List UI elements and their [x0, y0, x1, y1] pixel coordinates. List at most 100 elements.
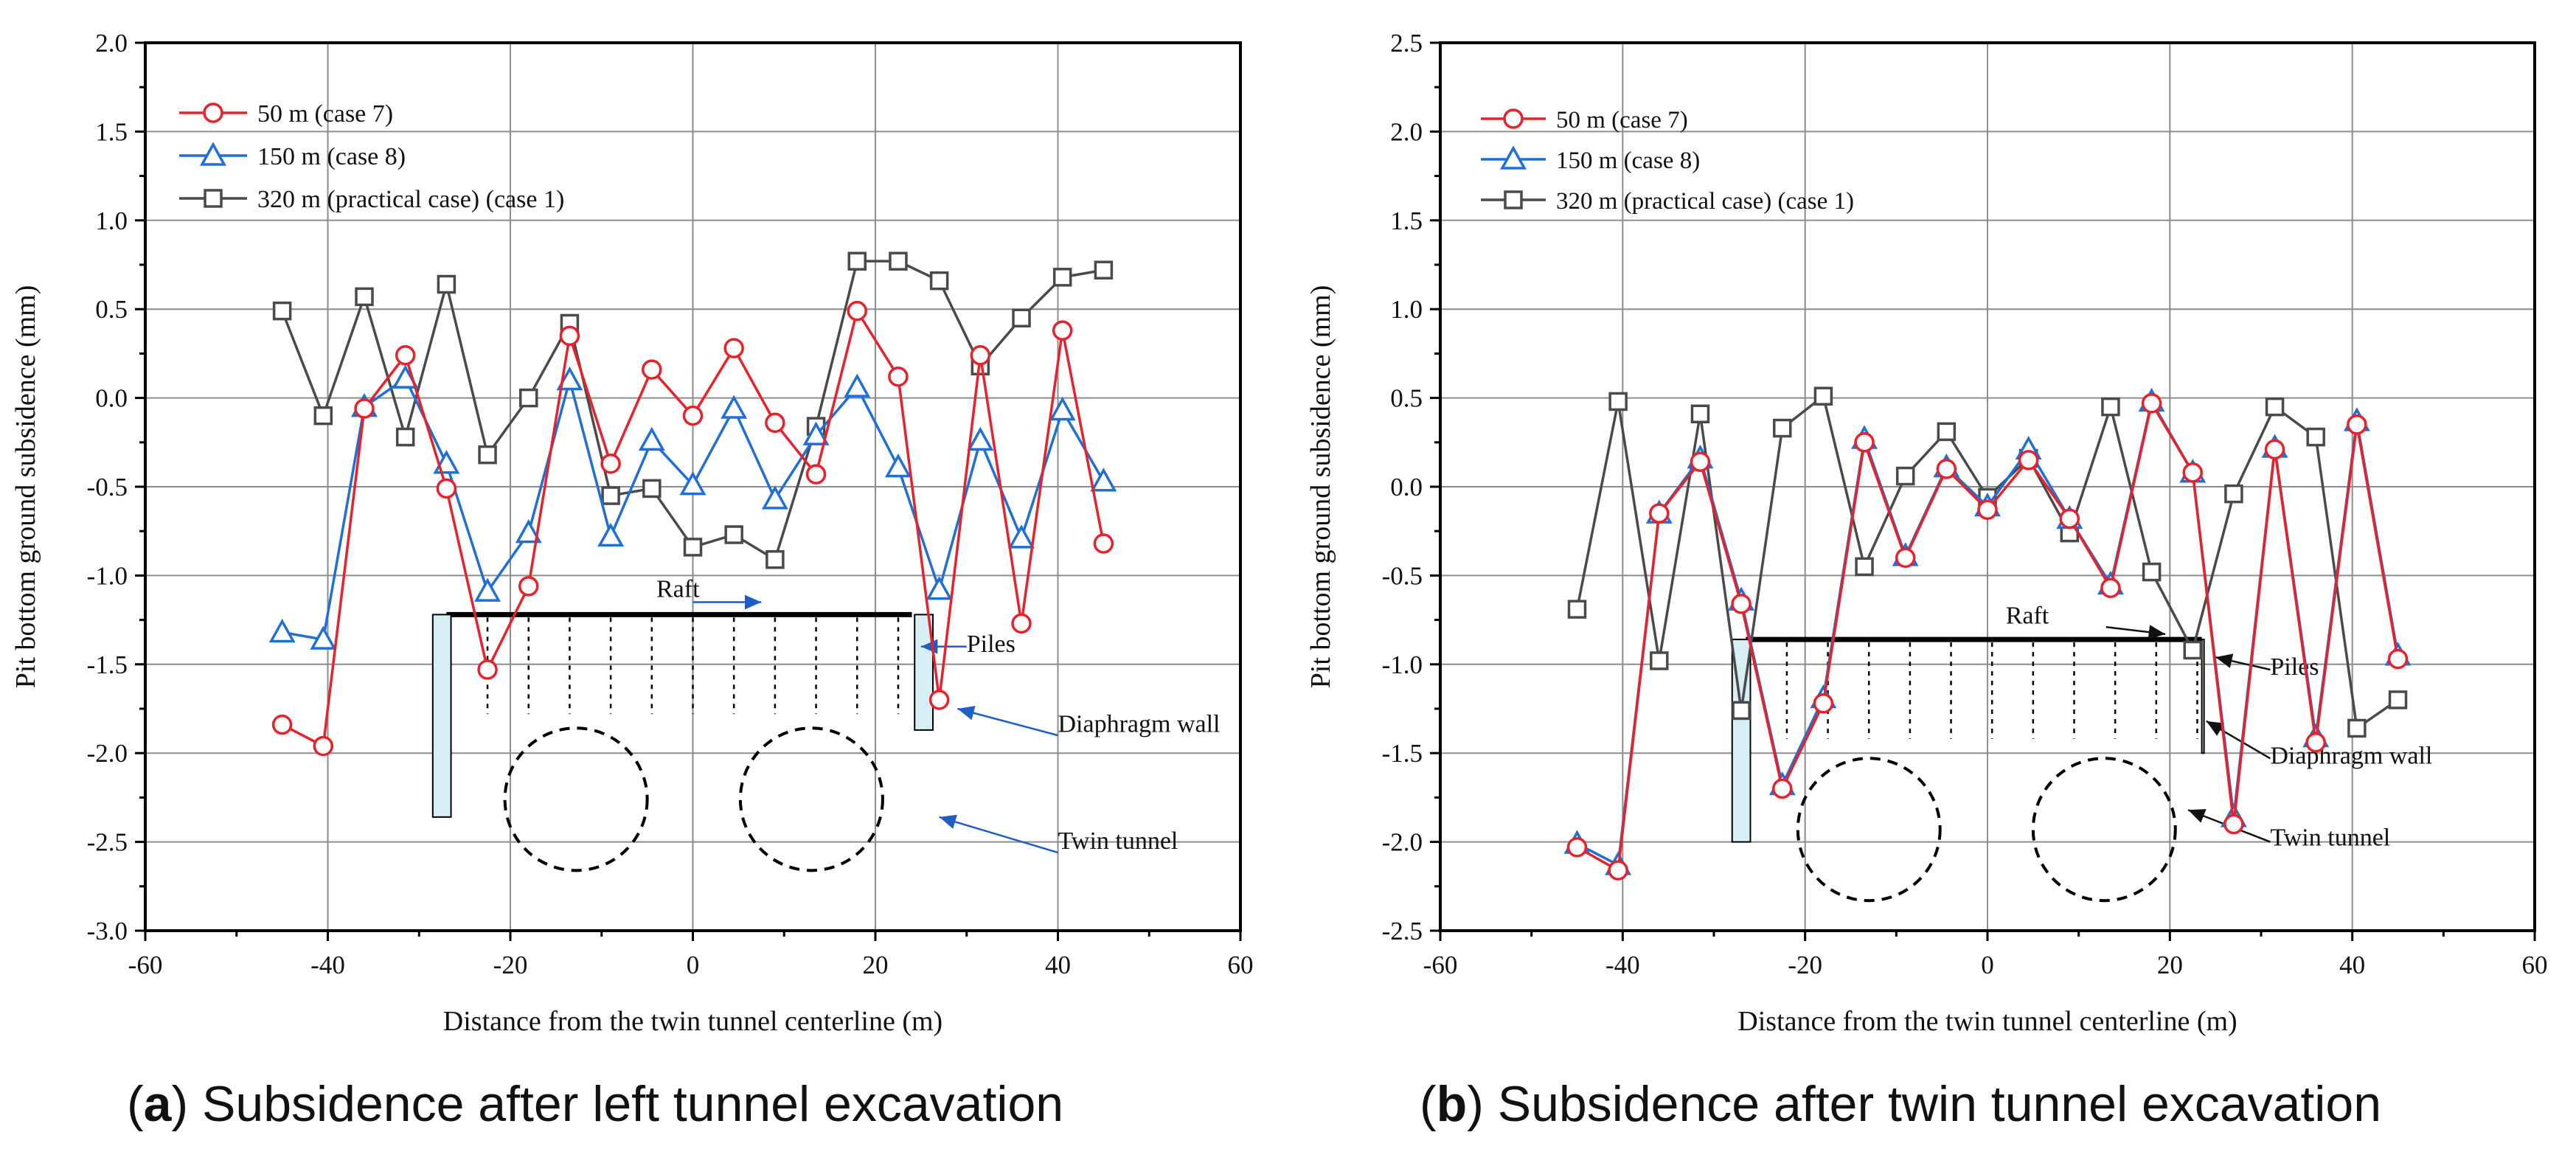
- series-circle-1: [271, 300, 1114, 757]
- data-point-square: [642, 479, 662, 499]
- y-tick-label: -1.0: [1382, 650, 1423, 679]
- data-point-triangle: [926, 576, 953, 600]
- tunnel-label: Twin tunnel: [2270, 824, 2390, 851]
- x-tick-label: 60: [1228, 951, 1254, 979]
- data-point-circle: [2347, 414, 2367, 435]
- legend-label: 150 m (case 8): [1556, 147, 1700, 174]
- caption-letter: b: [1437, 1076, 1468, 1132]
- x-tick-label: -40: [310, 951, 345, 979]
- data-point-circle: [2018, 450, 2039, 471]
- y-tick-label: -2.0: [87, 739, 128, 768]
- data-point-circle: [970, 345, 991, 366]
- y-tick-label: -0.5: [1382, 561, 1423, 590]
- data-point-square: [2347, 718, 2367, 738]
- data-point-square: [1567, 600, 1587, 619]
- ticks: -60 -40 -20 0 20 40 60 -3.0 -2.5 -2.0 -1.5 -1.0 -0.5…: [87, 29, 1254, 979]
- data-point-square: [1094, 260, 1114, 280]
- legend-item-2: 150 m (case 8): [179, 142, 406, 170]
- figure-caption-b: (b) Subsidence after twin tunnel excavat…: [1420, 1076, 2381, 1132]
- data-point-square: [1855, 557, 1874, 577]
- data-point-circle: [2223, 813, 2244, 835]
- annotations: Raft Piles Diaphragm wall Twin tunnel: [656, 575, 1221, 855]
- legend-item-1: 50 m (case 7): [179, 100, 393, 128]
- data-point-triangle: [844, 373, 871, 397]
- caption-text: Subsidence after left tunnel excavation: [188, 1076, 1063, 1132]
- series-square-3: [272, 251, 1114, 569]
- piles-label: Piles: [967, 631, 1016, 658]
- x-axis-label: Distance from the twin tunnel centerline…: [1737, 1006, 2237, 1037]
- tunnel-circle-2: [738, 726, 884, 872]
- legend: 50 m (case 7) 150 m (case 8) 320 m (practi…: [179, 100, 564, 213]
- y-tick-label: 1.5: [95, 117, 128, 146]
- raft-arrow: [2105, 625, 2166, 640]
- data-point-square: [395, 427, 415, 447]
- y-tick-label: 0.0: [1390, 473, 1423, 501]
- data-point-circle: [2387, 648, 2409, 670]
- data-point-square: [272, 301, 292, 321]
- data-point-triangle: [884, 453, 912, 478]
- caption-paren-close: ): [1467, 1076, 1484, 1132]
- piles-label: Piles: [2270, 653, 2319, 681]
- x-tick-label: -20: [493, 951, 528, 979]
- y-tick-label: -2.0: [1382, 828, 1423, 857]
- y-tick-label: 0.0: [95, 384, 128, 413]
- data-point-square: [1052, 268, 1072, 287]
- series-circle-1: [1566, 393, 2409, 881]
- legend-item-2: 150 m (case 8): [1481, 145, 1700, 174]
- wall-label: Diaphragm wall: [1058, 710, 1221, 737]
- data-point-square: [519, 388, 538, 408]
- y-tick-label: 2.5: [1390, 29, 1423, 58]
- legend-item-1: 50 m (case 7): [1481, 107, 1688, 133]
- data-point-square: [683, 538, 703, 557]
- x-tick-label: -60: [128, 951, 163, 979]
- data-point-circle: [271, 714, 293, 735]
- caption-letter: a: [144, 1076, 173, 1132]
- figure-caption-a: (a) Subsidence after left tunnel excavat…: [127, 1076, 1063, 1132]
- data-point-circle: [2059, 508, 2080, 530]
- series-triangle-2: [268, 364, 1117, 650]
- data-point-square: [1012, 308, 1031, 327]
- data-point-triangle: [802, 421, 830, 445]
- data-point-triangle: [310, 625, 337, 650]
- data-point-triangle: [200, 142, 226, 166]
- data-point-circle: [1052, 320, 1073, 341]
- data-point-square: [1504, 190, 1523, 209]
- y-tick-label: -1.5: [87, 650, 128, 679]
- data-point-circle: [723, 338, 744, 358]
- data-point-square: [1895, 466, 1915, 486]
- data-point-circle: [765, 412, 785, 434]
- data-point-circle: [2100, 577, 2121, 599]
- y-tick-label: -0.5: [87, 473, 128, 501]
- data-point-triangle: [1090, 468, 1117, 492]
- data-point-square: [847, 251, 867, 271]
- data-point-square: [2224, 484, 2243, 504]
- data-point-square: [2142, 562, 2162, 582]
- data-point-square: [437, 274, 456, 294]
- data-point-square: [2306, 427, 2325, 447]
- data-point-square: [1813, 386, 1833, 406]
- data-point-square: [2388, 690, 2408, 709]
- chart-panel-b: Raft Piles Diaphragm wall Twin tunnel -60 -40…: [1305, 29, 2548, 1037]
- tunnel-arrow: [939, 814, 1058, 854]
- data-point-circle: [203, 103, 223, 123]
- data-point-circle: [1813, 693, 1834, 714]
- wall-arrow: [2206, 720, 2271, 760]
- y-tick-label: 1.0: [1390, 295, 1423, 324]
- legend-label: 50 m (case 7): [257, 100, 393, 128]
- data-point-circle: [1731, 594, 1752, 614]
- data-point-circle: [2264, 439, 2285, 460]
- data-point-triangle: [721, 395, 748, 419]
- data-point-circle: [1977, 499, 1998, 521]
- tunnel-circle-1: [503, 726, 649, 872]
- data-point-circle: [477, 659, 498, 680]
- data-point-square: [2101, 397, 2120, 417]
- x-tick-label: -40: [1605, 951, 1640, 979]
- y-tick-label: -2.5: [87, 828, 128, 857]
- x-tick-label: -20: [1788, 951, 1822, 979]
- caption-paren-open: (: [127, 1076, 144, 1132]
- data-point-circle: [682, 405, 704, 426]
- y-tick-label: -1.0: [87, 561, 128, 590]
- data-point-circle: [1936, 459, 1957, 479]
- x-axis-label: Distance from the twin tunnel centerline…: [443, 1006, 942, 1037]
